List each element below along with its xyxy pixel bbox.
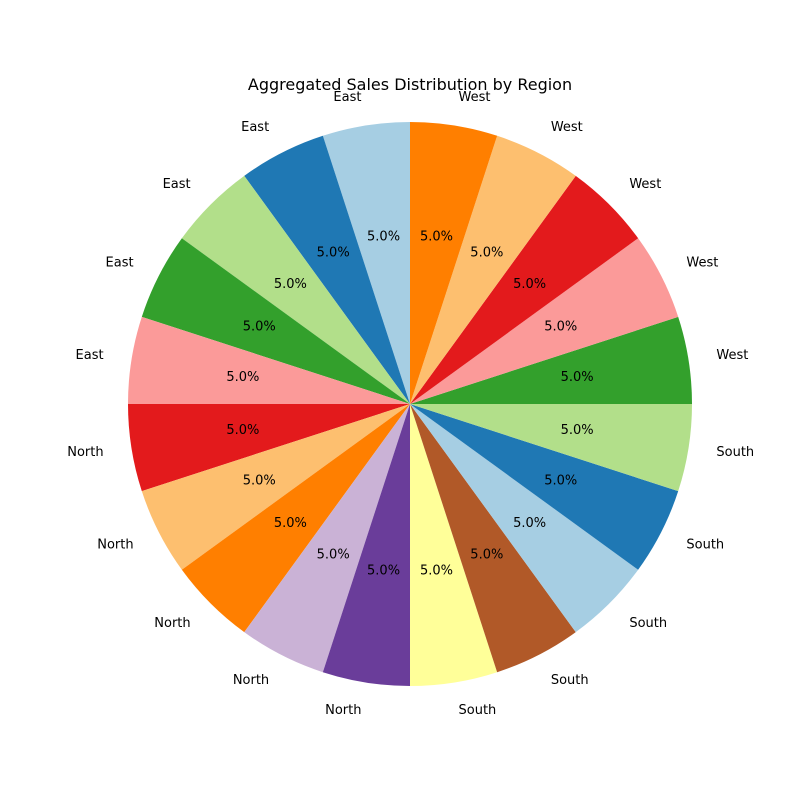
- slice-percentage-label: 5.0%: [420, 564, 453, 579]
- slice-percentage-label: 5.0%: [544, 473, 577, 488]
- slice-percentage-label: 5.0%: [544, 320, 577, 335]
- slice-percentage-label: 5.0%: [274, 277, 307, 292]
- slice-category-label: South: [551, 673, 589, 688]
- pie-slice-south-14: [410, 404, 679, 570]
- slice-category-label: North: [154, 616, 190, 631]
- slice-percentage-label: 5.0%: [226, 423, 259, 438]
- pie-slice-west-19: [410, 135, 576, 404]
- pie-slice-east-5: [128, 316, 410, 404]
- pie-slice-east-4: [141, 238, 410, 404]
- slice-category-label: West: [716, 348, 748, 363]
- slice-percentage-label: 5.0%: [317, 246, 350, 261]
- pie-slice-north-10: [322, 404, 410, 686]
- pie-slice-west-16: [410, 316, 692, 404]
- pie-slice-south-12: [410, 404, 576, 673]
- slice-category-label: East: [76, 348, 104, 363]
- pie-slice-north-6: [128, 404, 410, 492]
- slice-percentage-label: 5.0%: [243, 320, 276, 335]
- slice-percentage-label: 5.0%: [470, 547, 503, 562]
- slice-category-label: North: [233, 673, 269, 688]
- slice-percentage-label: 5.0%: [367, 229, 400, 244]
- slice-category-label: South: [686, 537, 724, 552]
- slice-percentage-label: 5.0%: [274, 516, 307, 531]
- pie-slice-south-15: [410, 404, 692, 492]
- category-labels: East East East East East North North North North…: [67, 90, 754, 718]
- chart-title: Aggregated Sales Distribution by Region: [248, 75, 572, 94]
- percentage-labels: 5.0% 5.0% 5.0% 5.0% 5.0% 5.0% 5.0% 5.0% 5.0% 5.0%…: [226, 229, 593, 578]
- pie-slice-west-20: [410, 122, 498, 404]
- pie-slices: [128, 122, 692, 686]
- slice-percentage-label: 5.0%: [226, 370, 259, 385]
- slice-category-label: East: [106, 256, 134, 271]
- slice-percentage-label: 5.0%: [513, 277, 546, 292]
- slice-category-label: East: [163, 177, 191, 192]
- slice-category-label: South: [716, 445, 754, 460]
- pie-slice-west-17: [410, 238, 679, 404]
- pie-slice-west-18: [410, 175, 639, 404]
- slice-category-label: East: [241, 120, 269, 135]
- slice-percentage-label: 5.0%: [367, 564, 400, 579]
- slice-category-label: North: [97, 537, 133, 552]
- slice-category-label: West: [629, 177, 661, 192]
- slice-category-label: West: [459, 90, 491, 105]
- slice-percentage-label: 5.0%: [317, 547, 350, 562]
- pie-slice-south-13: [410, 404, 639, 633]
- pie-slice-north-9: [244, 404, 410, 673]
- slice-category-label: East: [333, 90, 361, 105]
- pie-slice-east-3: [181, 175, 410, 404]
- slice-percentage-label: 5.0%: [420, 229, 453, 244]
- slice-category-label: West: [686, 256, 718, 271]
- slice-category-label: North: [67, 445, 103, 460]
- slice-percentage-label: 5.0%: [470, 246, 503, 261]
- pie-slice-north-8: [181, 404, 410, 633]
- pie-slice-east-2: [244, 135, 410, 404]
- slice-category-label: South: [459, 703, 497, 718]
- pie-slice-east-1: [322, 122, 410, 404]
- slice-percentage-label: 5.0%: [513, 516, 546, 531]
- pie-slice-south-11: [410, 404, 498, 686]
- pie-slice-north-7: [141, 404, 410, 570]
- slice-category-label: South: [629, 616, 667, 631]
- slice-category-label: North: [325, 703, 361, 718]
- slice-percentage-label: 5.0%: [243, 473, 276, 488]
- slice-category-label: West: [551, 120, 583, 135]
- slice-percentage-label: 5.0%: [561, 423, 594, 438]
- slice-percentage-label: 5.0%: [561, 370, 594, 385]
